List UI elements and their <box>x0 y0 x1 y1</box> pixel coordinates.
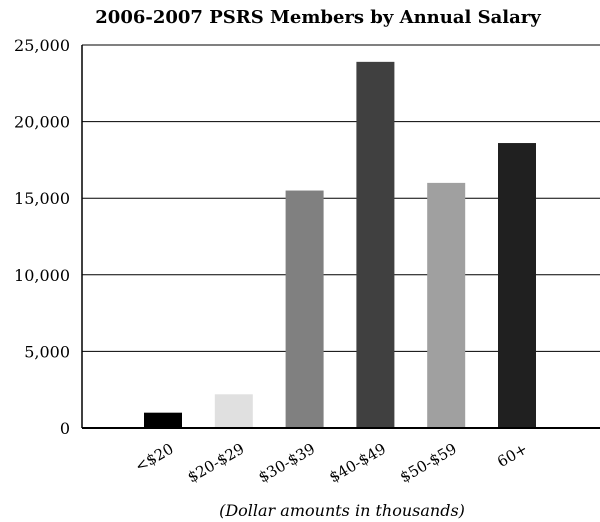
x-tick-label: <$20 <box>132 440 177 476</box>
x-tick-label: 60+ <box>494 440 530 471</box>
x-tick-label: $30-$39 <box>255 440 318 487</box>
y-tick-label: 25,000 <box>14 36 70 55</box>
bar <box>144 412 182 428</box>
bar <box>285 190 324 428</box>
y-tick-label: 5,000 <box>24 342 70 361</box>
x-tick-label: $20-$29 <box>184 440 247 487</box>
bar <box>427 182 466 428</box>
x-axis-ticks: <$20 $20-$29 $30-$39 $40-$49 $50-$59 60+ <box>132 440 531 487</box>
bar <box>214 394 253 428</box>
bars <box>144 61 536 429</box>
x-tick-label: $50-$59 <box>397 440 460 487</box>
bar <box>498 143 536 428</box>
y-tick-label: 0 <box>60 419 70 438</box>
y-axis-ticks: 0 5,000 10,000 15,000 20,000 25,000 <box>14 36 70 438</box>
bar <box>356 61 395 429</box>
x-axis-label: (Dollar amounts in thousands) <box>219 501 465 520</box>
y-tick-label: 20,000 <box>14 113 70 132</box>
chart-title: 2006-2007 PSRS Members by Annual Salary <box>95 7 541 28</box>
x-tick-label: $40-$49 <box>326 440 389 487</box>
y-tick-label: 10,000 <box>14 266 70 285</box>
y-tick-label: 15,000 <box>14 189 70 208</box>
